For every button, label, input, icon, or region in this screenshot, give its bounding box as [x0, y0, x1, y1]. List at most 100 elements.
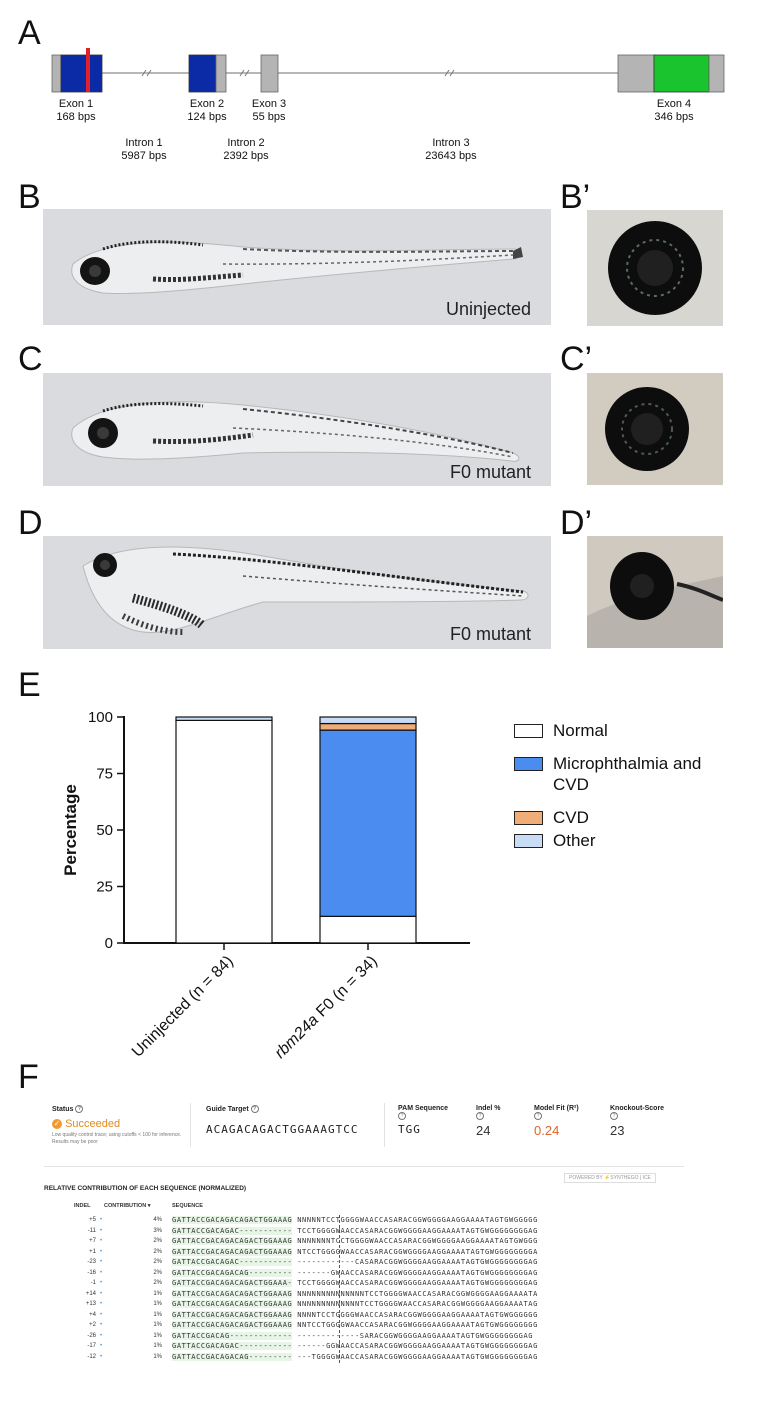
- expand-dot-icon[interactable]: •: [100, 1332, 103, 1339]
- larva-photo-f0-mutant-1: [43, 373, 551, 486]
- intron-3-name: Intron 3: [432, 137, 470, 149]
- ice-guide-sequence: ACAGACAGACTGGAAAGTCC: [206, 1123, 359, 1136]
- intron-2-size: 2392 bps: [223, 150, 269, 162]
- sequence-left-of-cut: GATTACCGACAGACAGACTGGAAAG: [172, 1237, 293, 1245]
- column-header-contribution[interactable]: CONTRIBUTION ▾: [104, 1203, 151, 1209]
- expand-dot-icon[interactable]: •: [100, 1343, 103, 1349]
- ice-guide-target: Guide Target? ACAGACAGACTGGAAAGTCC: [206, 1105, 396, 1136]
- row-indel: -16: [87, 1269, 96, 1276]
- sequence-left-of-cut: GATTACCGACAGACAGACTGGAAAG: [172, 1289, 293, 1298]
- row-indel: -23: [87, 1259, 96, 1265]
- ice-indel-value: 24: [476, 1123, 491, 1138]
- divider: [44, 1166, 684, 1167]
- row-contribution: 2%: [153, 1248, 162, 1255]
- column-header-sequence[interactable]: SEQUENCE: [172, 1203, 203, 1209]
- row-contribution: 2%: [153, 1259, 162, 1265]
- gene-structure-diagram: [51, 48, 725, 93]
- guide-target-marker: [86, 48, 90, 92]
- help-icon[interactable]: ?: [534, 1112, 542, 1120]
- column-header-indel[interactable]: INDEL: [74, 1203, 91, 1209]
- help-icon[interactable]: ?: [476, 1112, 484, 1120]
- expand-dot-icon[interactable]: •: [100, 1280, 103, 1286]
- ice-fit-label: Model Fit (R²): [534, 1105, 579, 1112]
- help-icon[interactable]: ?: [610, 1112, 618, 1120]
- sequence-right-of-cut: TCCTGGGGWAACCASARACGGWGGGGAAGGAAAATAGTGW…: [297, 1226, 538, 1235]
- row-contribution: 3%: [153, 1227, 162, 1234]
- expand-dot-icon[interactable]: •: [100, 1238, 103, 1244]
- expand-dot-icon[interactable]: •: [100, 1301, 103, 1307]
- sequence-left-of-cut: GATTACCGACAGACAGACTGGAAAG: [172, 1216, 293, 1224]
- row-indel: -1: [90, 1280, 96, 1286]
- expand-dot-icon[interactable]: •: [100, 1311, 103, 1318]
- expand-dot-icon[interactable]: •: [100, 1227, 103, 1234]
- row-contribution: 2%: [153, 1280, 162, 1286]
- y-tick-label: 0: [105, 935, 113, 952]
- sequence-left-of-cut: GATTACCGACAGAC-----------: [172, 1226, 293, 1235]
- exon-4-box: [617, 54, 725, 93]
- legend-label-other: Other: [553, 831, 596, 850]
- panel-label-f: F: [18, 1058, 39, 1096]
- expand-dot-icon[interactable]: •: [100, 1217, 103, 1223]
- expand-dot-icon[interactable]: •: [100, 1353, 103, 1360]
- row-sequence: GATTACCGACAGACAG--------- ---TGGGGWAACCA…: [172, 1352, 538, 1362]
- ice-model-fit: Model Fit (R²) ? 0.24: [534, 1105, 596, 1138]
- ice-indel-label: Indel %: [476, 1105, 501, 1112]
- y-tick-label: 100: [88, 709, 113, 726]
- y-axis-title: Percentage: [61, 784, 80, 876]
- expand-dot-icon[interactable]: •: [100, 1259, 103, 1265]
- exon-3-box: [260, 54, 279, 93]
- sequence-left-of-cut: GATTACCGACAGACAGACTGGAAAG: [172, 1300, 293, 1308]
- legend-label-normal: Normal: [553, 721, 608, 740]
- row-contribution: 1%: [153, 1301, 162, 1307]
- synthego-ice-badge: POWERED BY ⚡SYNTHEGO | ICE: [564, 1173, 656, 1183]
- y-tick-label: 50: [96, 822, 113, 839]
- panel-label-c-prime: C’: [560, 340, 593, 378]
- row-contribution: 1%: [153, 1311, 162, 1318]
- exon-3-label: Exon 3 55 bps: [241, 98, 297, 124]
- legend-item-normal: Normal: [514, 720, 733, 741]
- ice-ko-value: 23: [610, 1123, 625, 1138]
- sequence-left-of-cut: GATTACCGACAGACAGACTGGAAAG: [172, 1310, 293, 1319]
- sequence-right-of-cut: ------GGWAACCASARACGGWGGGGAAGGAAAATAGTGW…: [297, 1342, 538, 1350]
- expand-dot-icon[interactable]: •: [100, 1269, 103, 1276]
- eye-closeup-uninjected: [587, 210, 723, 326]
- sequence-right-of-cut: -------GWAACCASARACGGWGGGGAAGGAAAATAGTGW…: [297, 1268, 538, 1277]
- photo-caption-uninjected: Uninjected: [446, 299, 532, 319]
- expand-dot-icon[interactable]: •: [100, 1322, 103, 1328]
- row-contribution: 2%: [153, 1269, 162, 1276]
- sequence-left-of-cut: GATTACCGACAGACAGACTGGAAAG: [172, 1321, 293, 1329]
- exon-1-box: [51, 48, 103, 93]
- ice-status-note: Low quality control trace; using cutoffs…: [52, 1132, 182, 1145]
- row-contribution: 1%: [153, 1353, 162, 1360]
- exon-1-label: Exon 1 168 bps: [48, 98, 104, 124]
- intron-3-label: Intron 3 23643 bps: [416, 137, 486, 163]
- expand-dot-icon[interactable]: •: [100, 1290, 103, 1297]
- sequence-left-of-cut: GATTACCGACAGAC-----------: [172, 1342, 293, 1350]
- row-contribution: 1%: [153, 1332, 162, 1339]
- exon-1-size: 168 bps: [56, 111, 96, 123]
- row-indel: +13: [85, 1301, 96, 1307]
- divider: [190, 1103, 191, 1147]
- exon-4-label: Exon 4 346 bps: [644, 98, 704, 124]
- ice-status-label: Status: [52, 1105, 74, 1113]
- x-tick-label-2: rbm24a F0 (n = 34): [272, 953, 381, 1062]
- sequence-right-of-cut: NNTCCTGGGGWAACCASARACGGWGGGGAAGGAAAATAGT…: [297, 1321, 538, 1329]
- row-sequence: GATTACCGACAGACAGACTGGAAAG NNTCCTGGGGWAAC…: [172, 1320, 538, 1330]
- intron-2-name: Intron 2: [227, 137, 265, 149]
- exon-3-size: 55 bps: [252, 111, 286, 123]
- intron-1-size: 5987 bps: [121, 150, 167, 162]
- phenotype-bar-chart: Percentage 0 25 50 75 100 Uninjected (n = 84…: [61, 709, 470, 1062]
- help-icon[interactable]: ?: [250, 1105, 259, 1113]
- row-sequence: GATTACCGACAGACAGACTGGAAAG NNNNNNNNNNNNNT…: [172, 1299, 538, 1309]
- help-icon[interactable]: ?: [398, 1112, 406, 1120]
- ice-section-title: RELATIVE CONTRIBUTION OF EACH SEQUENCE (…: [44, 1185, 247, 1192]
- exon-2-box: [188, 54, 227, 93]
- help-icon[interactable]: ?: [75, 1105, 84, 1113]
- expand-dot-icon[interactable]: •: [100, 1248, 103, 1255]
- legend-swatch-other: [514, 834, 543, 848]
- bar-segment-normal-2: [319, 915, 417, 944]
- legend-item-cvd: CVD: [514, 807, 733, 828]
- sequence-right-of-cut: NNNNNNNNNNNNNNTCCTGGGGWAACCASARACGGWGGGG…: [297, 1289, 538, 1298]
- bar-segment-cvd-2: [319, 722, 417, 731]
- row-sequence: GATTACCGACAGACAG--------- -------GWAACCA…: [172, 1268, 538, 1278]
